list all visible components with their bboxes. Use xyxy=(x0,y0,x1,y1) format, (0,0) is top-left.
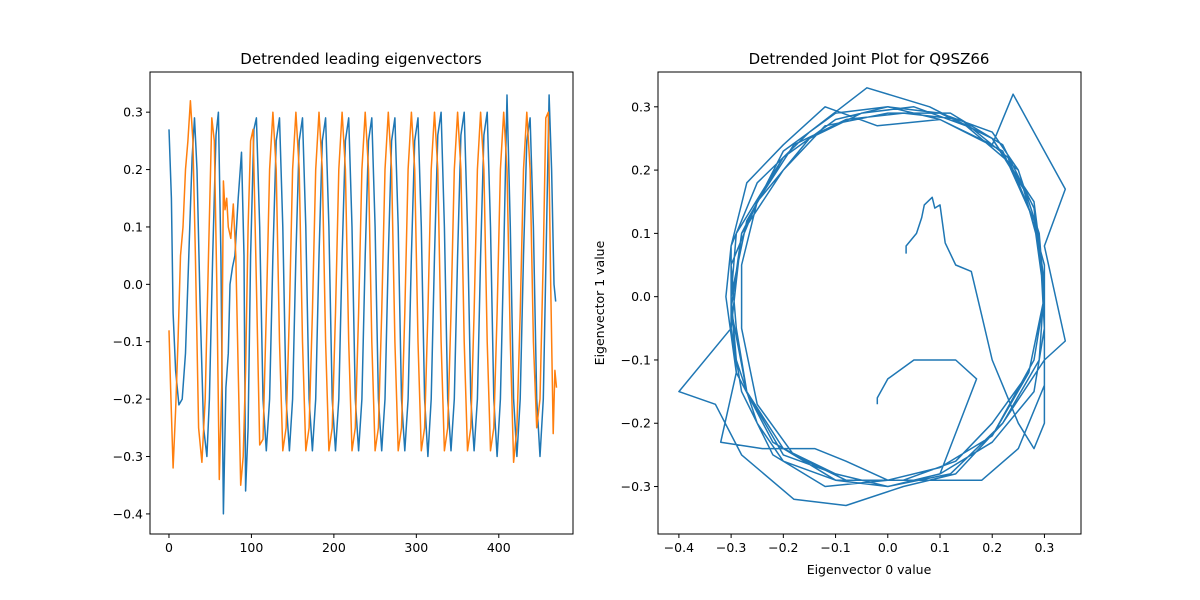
left-series-line-1 xyxy=(168,99,558,486)
right-x-tick-label: −0.1 xyxy=(820,540,850,555)
right-x-axis: −0.4 −0.3 −0.2 −0.1 0.0 0.1 0.2 0.3 xyxy=(664,534,1054,555)
left-plot-area xyxy=(168,94,558,515)
right-x-tick-label: 0.0 xyxy=(878,540,898,555)
left-y-tick-label: 0.1 xyxy=(123,219,143,234)
left-x-tick-label: 400 xyxy=(487,540,511,555)
left-chart: Detrended leading eigenvectors 0 100 200 30… xyxy=(113,50,574,555)
right-y-tick-label: 0.1 xyxy=(631,226,651,241)
right-series-line-0 xyxy=(678,87,1067,507)
right-y-tick-label: 0.0 xyxy=(631,289,651,304)
right-y-tick-label: −0.1 xyxy=(621,352,651,367)
left-y-tick-label: 0.2 xyxy=(123,162,143,177)
right-y-tick-label: 0.3 xyxy=(631,99,651,114)
left-y-tick-label: 0.0 xyxy=(123,277,143,292)
left-series-line-0 xyxy=(168,94,557,515)
left-y-tick-label: −0.3 xyxy=(113,449,143,464)
left-y-axis: −0.4 −0.3 −0.2 −0.1 0.0 0.1 0.2 0.3 xyxy=(113,105,150,521)
right-y-tick-label: 0.2 xyxy=(631,163,651,178)
left-x-tick-label: 300 xyxy=(404,540,428,555)
left-x-tick-label: 100 xyxy=(239,540,263,555)
right-y-tick-label: −0.2 xyxy=(621,416,651,431)
left-y-tick-label: −0.4 xyxy=(113,506,143,521)
right-chart-title: Detrended Joint Plot for Q9SZ66 xyxy=(749,50,990,68)
left-axes-frame xyxy=(149,71,574,535)
right-x-axis-label: Eigenvector 0 value xyxy=(807,562,932,577)
left-x-tick-label: 0 xyxy=(165,540,173,555)
right-axes-frame xyxy=(657,71,1082,535)
right-chart: Detrended Joint Plot for Q9SZ66 −0.4 −0.3… xyxy=(592,50,1082,577)
right-plot-area xyxy=(678,87,1067,507)
left-y-tick-label: −0.1 xyxy=(113,334,143,349)
left-chart-title: Detrended leading eigenvectors xyxy=(240,50,482,68)
right-x-tick-label: 0.3 xyxy=(1034,540,1054,555)
left-x-axis: 0 100 200 300 400 xyxy=(165,534,511,555)
left-y-tick-label: 0.3 xyxy=(123,105,143,120)
right-x-tick-label: 0.2 xyxy=(982,540,1002,555)
right-x-tick-label: −0.2 xyxy=(768,540,798,555)
right-y-axis-label: Eigenvector 1 value xyxy=(592,240,607,365)
right-x-tick-label: 0.1 xyxy=(930,540,950,555)
right-x-tick-label: −0.4 xyxy=(664,540,694,555)
right-x-tick-label: −0.3 xyxy=(716,540,746,555)
right-y-tick-label: −0.3 xyxy=(621,479,651,494)
left-x-tick-label: 200 xyxy=(322,540,346,555)
right-y-axis: −0.3 −0.2 −0.1 0.0 0.1 0.2 0.3 xyxy=(621,99,658,494)
left-y-tick-label: −0.2 xyxy=(113,392,143,407)
